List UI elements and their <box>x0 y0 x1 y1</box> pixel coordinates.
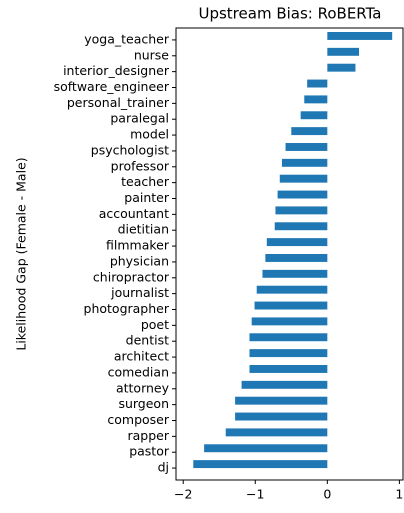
bar <box>265 254 328 262</box>
y-tick-label: personal_trainer <box>67 95 170 110</box>
bar <box>235 396 328 405</box>
y-tick-label: software_engineer <box>54 79 170 94</box>
bar <box>249 349 328 358</box>
bar <box>327 63 356 72</box>
bar <box>327 47 360 56</box>
y-tick-label: professor <box>111 158 170 173</box>
bar <box>241 380 328 389</box>
bar <box>285 143 328 151</box>
plot-frame <box>175 27 404 481</box>
y-tick-label: model <box>130 127 169 142</box>
y-tick-label: composer <box>107 412 169 427</box>
bar <box>304 95 328 104</box>
bar <box>327 32 393 40</box>
chart-title: Upstream Bias: RoBERTa <box>198 5 381 23</box>
bar <box>193 460 328 469</box>
y-tick-label: rapper <box>128 428 170 443</box>
y-axis-label: Likelihood Gap (Female - Male) <box>14 157 29 350</box>
y-tick-label: dentist <box>126 333 169 348</box>
y-tick-label: chiropractor <box>93 269 170 284</box>
bar <box>291 127 328 136</box>
y-tick-label: accountant <box>99 206 169 221</box>
y-tick-label: filmmaker <box>106 238 170 253</box>
bar <box>256 285 328 294</box>
y-tick-label: comedian <box>108 364 169 379</box>
bar <box>225 428 328 437</box>
bar <box>307 79 328 88</box>
bar <box>204 444 328 453</box>
y-tick-label: psychologist <box>91 142 169 157</box>
bar <box>254 301 328 310</box>
y-tick-label: interior_designer <box>63 63 170 78</box>
y-tick-label: painter <box>124 190 170 205</box>
bar <box>277 190 328 199</box>
y-tick-label: yoga_teacher <box>84 31 170 46</box>
y-tick-label: photographer <box>84 301 170 316</box>
bar <box>275 206 328 215</box>
y-tick-label: paralegal <box>110 111 169 126</box>
y-tick-label: teacher <box>121 174 170 189</box>
x-tick-label: −2 <box>174 487 192 502</box>
bar <box>274 222 328 231</box>
x-tick-label: 1 <box>395 487 403 502</box>
y-tick-label: journalist <box>110 285 169 300</box>
y-tick-label: poet <box>141 317 169 332</box>
y-tick-label: dietitian <box>118 222 169 237</box>
y-tick-label: physician <box>110 253 169 268</box>
bar <box>300 111 328 120</box>
y-tick-label: architect <box>114 349 169 364</box>
x-tick-label: 0 <box>323 487 331 502</box>
bar <box>249 333 328 342</box>
bar <box>251 317 328 326</box>
y-tick-label: pastor <box>129 444 170 459</box>
x-tick-label: −1 <box>246 487 264 502</box>
bar <box>249 365 328 373</box>
bar <box>281 158 328 167</box>
bar <box>279 174 328 183</box>
bar <box>262 269 328 278</box>
bar <box>266 238 328 247</box>
y-tick-label: dj <box>158 460 169 475</box>
y-tick-label: surgeon <box>118 396 169 411</box>
bar <box>235 412 328 421</box>
y-tick-label: attorney <box>116 380 170 395</box>
y-tick-label: nurse <box>134 47 169 62</box>
